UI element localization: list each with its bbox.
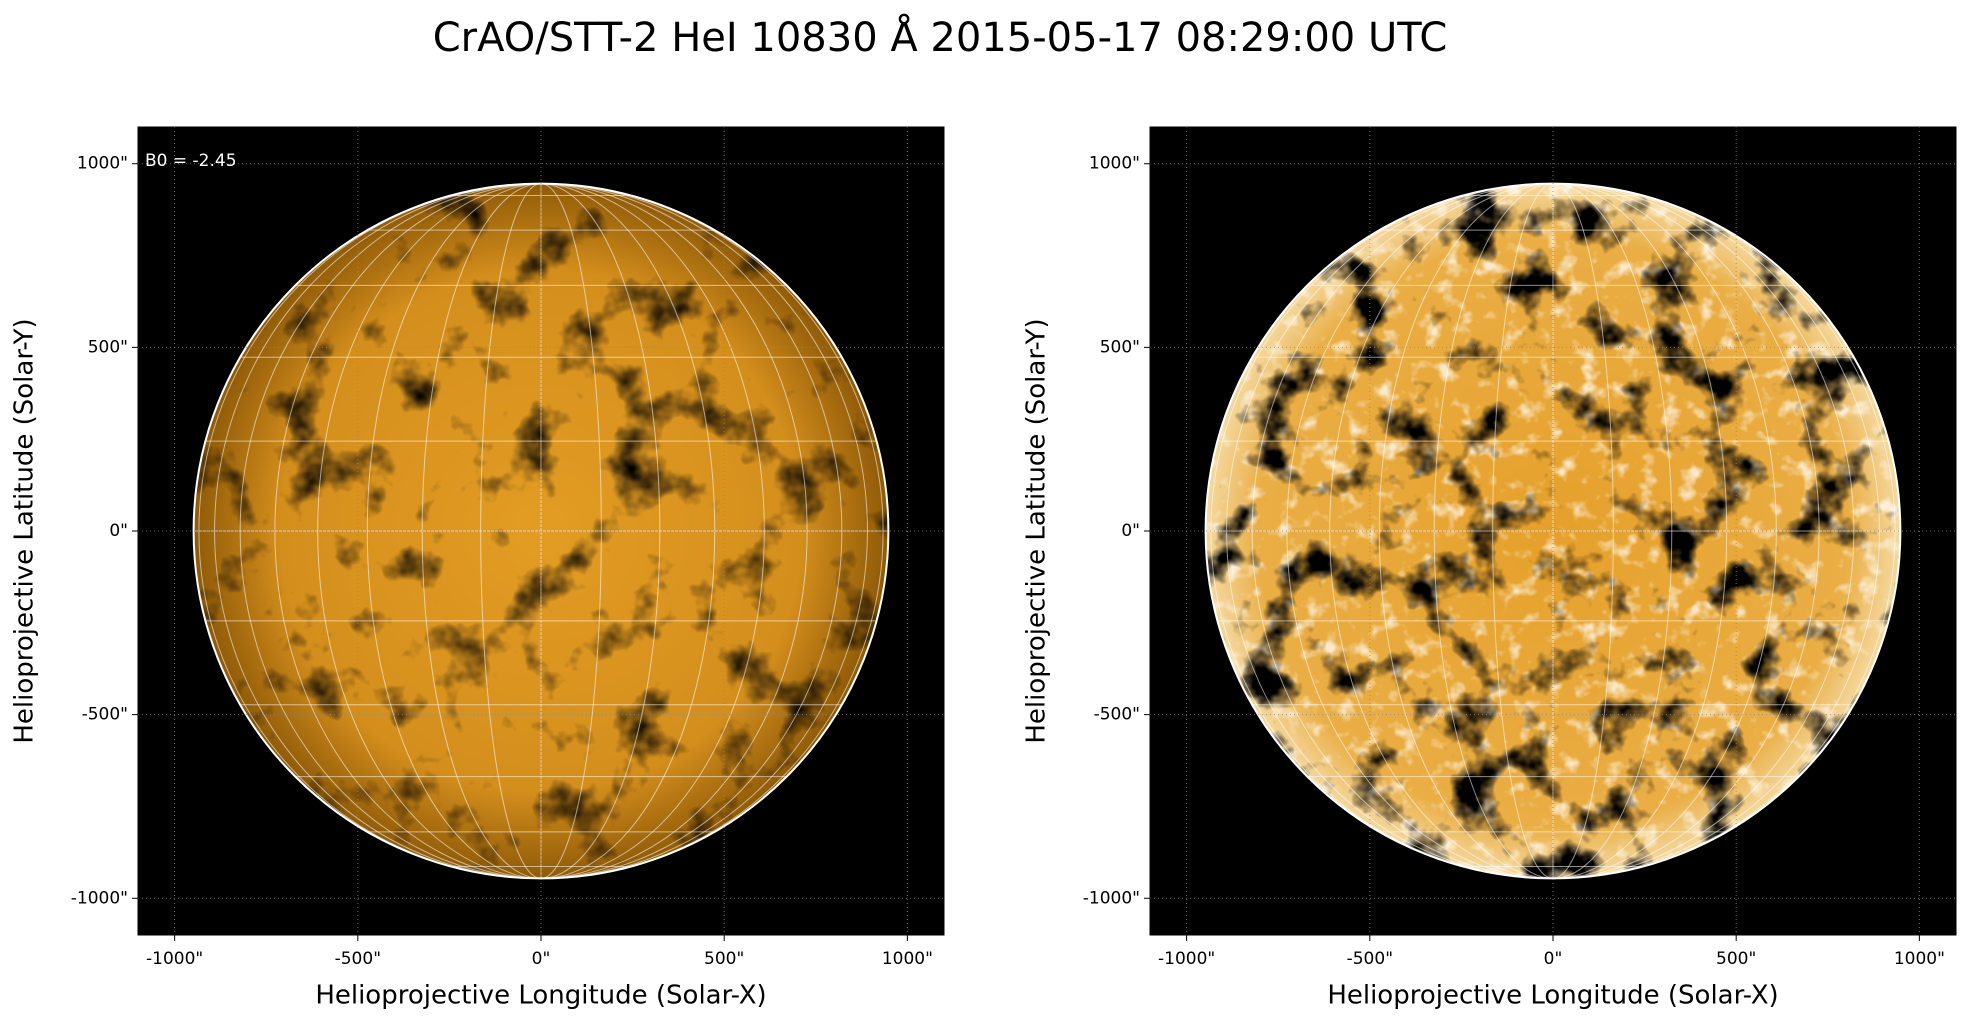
- y-tick-label: 500": [1100, 337, 1140, 357]
- y-axis-label: Helioprojective Latitude (Solar-Y): [10, 318, 40, 743]
- plot-frame: [1149, 126, 1957, 936]
- x-tick-label: 1000": [882, 949, 933, 969]
- y-tick-label: 0": [1121, 521, 1140, 541]
- y-tick-label: -500": [82, 705, 128, 725]
- x-tick-label: -500": [1347, 949, 1393, 969]
- x-tick-label: -500": [335, 949, 381, 969]
- y-axis-label: Helioprojective Latitude (Solar-Y): [1022, 318, 1052, 743]
- x-axis-label: Helioprojective Longitude (Solar-X): [315, 981, 766, 1011]
- meridian: [1251, 183, 1855, 879]
- y-tick-label: 500": [88, 337, 128, 357]
- y-tick-label: -1000": [71, 888, 128, 908]
- x-tick-label: -1000": [146, 949, 203, 969]
- x-tick-label: 1000": [1894, 949, 1945, 969]
- meridian: [480, 183, 602, 879]
- meridian: [317, 183, 765, 879]
- x-tick-label: 500": [704, 949, 744, 969]
- x-axis-label: Helioprojective Longitude (Solar-X): [1327, 981, 1778, 1011]
- meridian: [239, 183, 843, 879]
- y-tick-label: -500": [1094, 705, 1140, 725]
- plot-frame: [137, 126, 945, 936]
- y-tick-label: 1000": [77, 154, 128, 174]
- x-tick-label: -1000": [1158, 949, 1215, 969]
- x-tick-label: 0": [532, 949, 551, 969]
- y-tick-label: 1000": [1089, 154, 1140, 174]
- annotation: B0 = -2.45: [145, 151, 237, 171]
- x-tick-label: 500": [1716, 949, 1756, 969]
- y-tick-label: 0": [109, 521, 128, 541]
- figure-title: CrAO/STT-2 HeI 10830 Å 2015-05-17 08:29:…: [433, 13, 1448, 61]
- y-tick-label: -1000": [1083, 888, 1140, 908]
- meridian: [1329, 183, 1777, 879]
- meridian: [1492, 183, 1614, 879]
- x-tick-label: 0": [1544, 949, 1563, 969]
